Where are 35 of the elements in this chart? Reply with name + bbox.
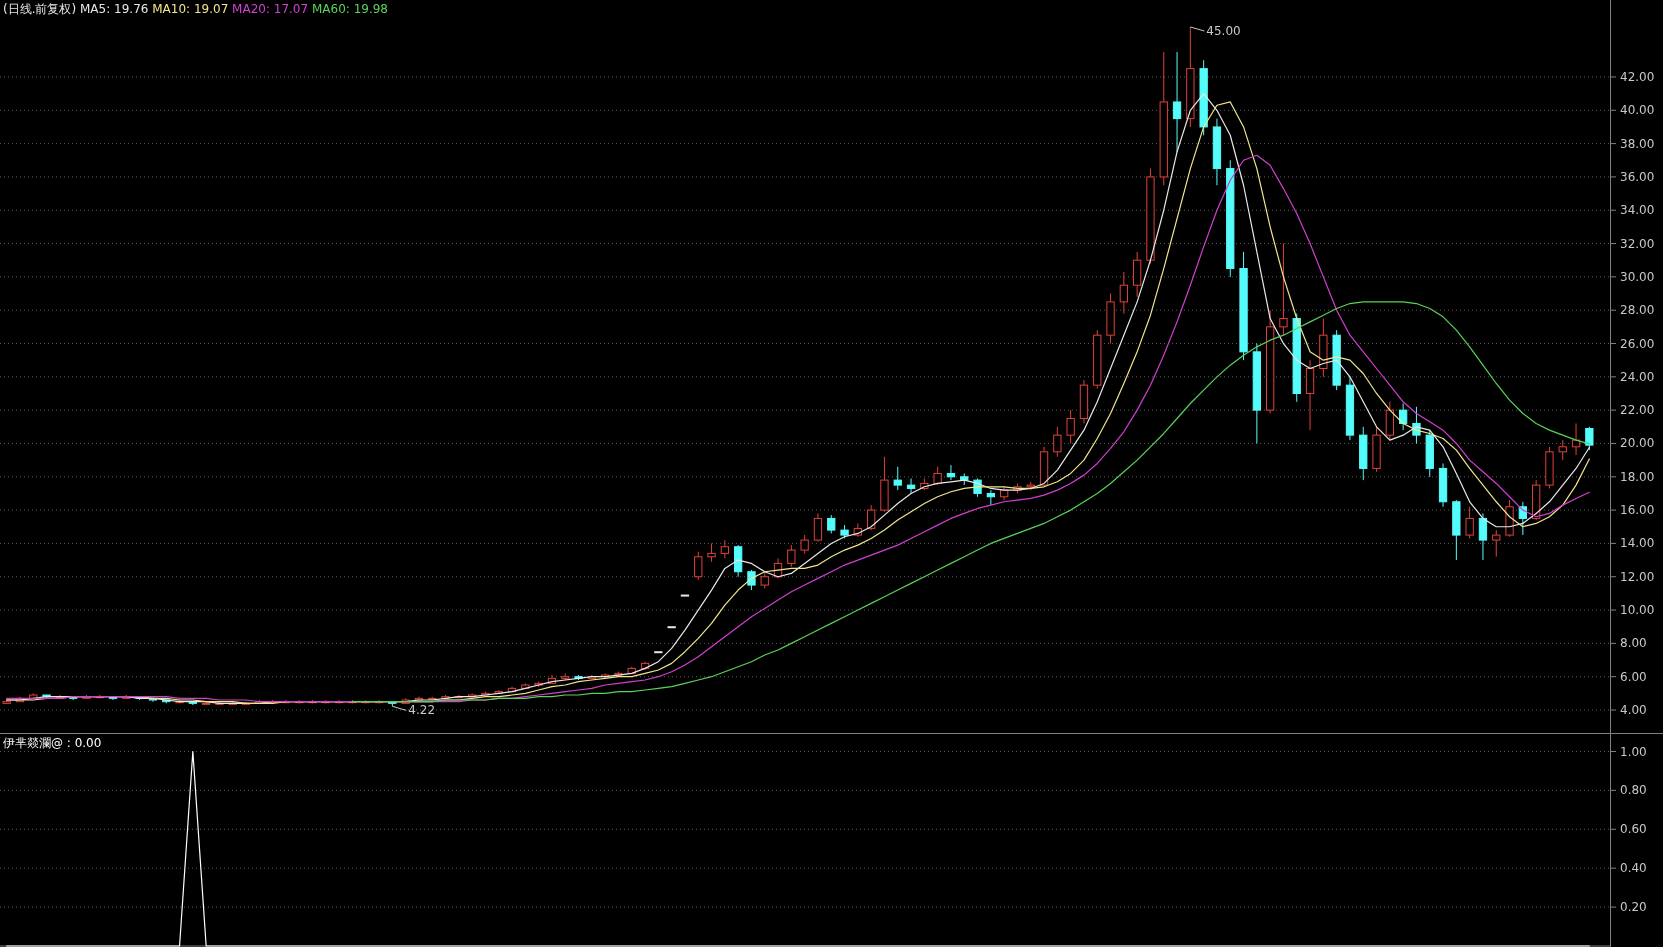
y-tick-label: 34.00 — [1620, 203, 1655, 218]
annotation: 45.00 — [1189, 24, 1241, 38]
y-tick-label: 42.00 — [1620, 69, 1655, 84]
y-tick-label: 6.00 — [1620, 669, 1647, 684]
chart-title: (日线.前复权) — [3, 2, 80, 16]
annotation: 45.00 — [1206, 23, 1241, 38]
text: MA20: 17.07 — [232, 2, 312, 16]
y-tick-label: 14.00 — [1620, 536, 1655, 551]
text: MA60: 19.98 — [311, 2, 388, 16]
y-tick-label: 28.00 — [1620, 303, 1655, 318]
y-tick-label: 20.00 — [1620, 436, 1655, 451]
y-tick-label: 18.00 — [1620, 469, 1655, 484]
y-tick-label: 1.00 — [1620, 744, 1647, 759]
y-tick-label: 4.00 — [1620, 703, 1647, 718]
y-tick-label: 0.80 — [1620, 783, 1647, 798]
y-tick-label: 0.20 — [1620, 900, 1647, 915]
y-tick-label: 16.00 — [1620, 503, 1655, 518]
y-tick-label: 12.00 — [1620, 569, 1655, 584]
y-tick-label: 10.00 — [1620, 603, 1655, 618]
text: MA10: 19.07 — [152, 2, 233, 16]
y-tick-label: 36.00 — [1620, 169, 1655, 184]
y-tick-label: 26.00 — [1620, 336, 1655, 351]
y-tick-label: 40.00 — [1620, 103, 1655, 118]
text: MA5: 19.76 — [80, 2, 153, 16]
text: 伊芈燚瀾@ : 0.00 — [3, 736, 102, 750]
y-tick-label: 24.00 — [1620, 369, 1655, 384]
y-tick-label: 0.60 — [1620, 822, 1647, 837]
y-tick-label: 22.00 — [1620, 403, 1655, 418]
y-tick-label: 38.00 — [1620, 136, 1655, 151]
y-tick-label: 30.00 — [1620, 269, 1655, 284]
y-tick-label: 32.00 — [1620, 236, 1655, 251]
y-tick-label: 8.00 — [1620, 636, 1647, 651]
annotation: 4.22 — [408, 703, 436, 718]
annotation: 4.22 — [391, 703, 436, 718]
y-tick-label: 0.40 — [1620, 861, 1647, 876]
